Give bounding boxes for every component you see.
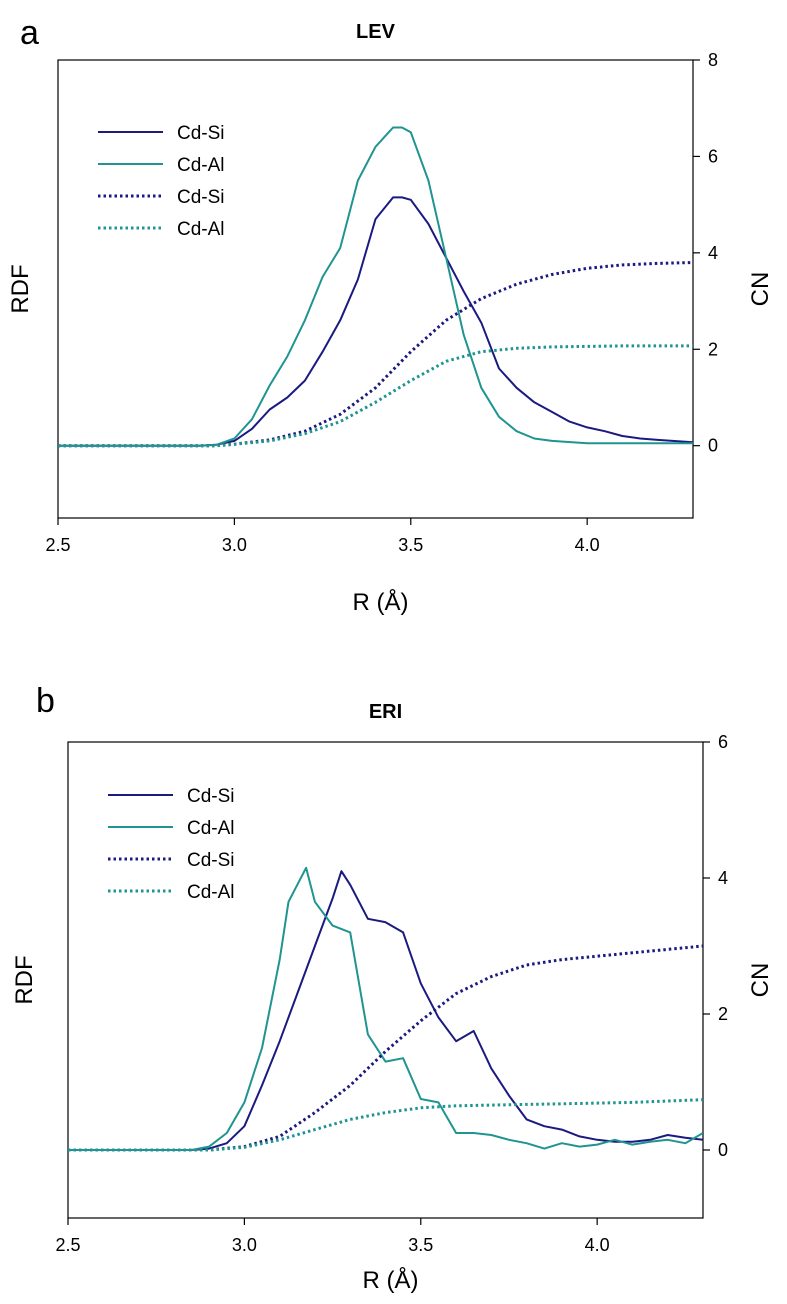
x-axis-label: R (Å): [353, 588, 409, 616]
plot-frame: [67, 741, 704, 1219]
y-right-tick-label: 4: [708, 243, 718, 263]
series-group: [58, 126, 693, 448]
chart-title: LEV: [356, 21, 396, 43]
panel-label: a: [20, 14, 39, 52]
series-line-cd-si-dotted: [68, 944, 703, 1152]
y-right-tick-label: 2: [718, 1004, 728, 1024]
y-right-tick-label: 0: [718, 1140, 728, 1160]
series-line-cd-si-solid: [68, 870, 703, 1151]
legend-label: Cd-Si: [187, 850, 235, 871]
x-tick-label: 3.0: [232, 1235, 257, 1255]
chart-panel-a: a LEV 2.5 3.0 3.5 4.0 0 2 4 6 8 R (Å) RDF CN Cd-Si Cd-A…: [7, 14, 774, 616]
chart-panel-b: b ERI 2.5 3.0 3.5 4.0 0 2 4 6 R (Å) RDF CN Cd-Si Cd-Al…: [11, 682, 774, 1294]
x-tick-label: 4.0: [575, 535, 600, 555]
series-line-cd-al-solid: [68, 866, 703, 1151]
x-tick-label: 3.0: [222, 535, 247, 555]
legend-label: Cd-Si: [177, 187, 225, 208]
x-tick-label: 3.5: [398, 535, 423, 555]
panel-label: b: [36, 682, 55, 720]
legend-label: Cd-Al: [187, 818, 235, 839]
y-right-tick-label: 8: [708, 50, 718, 70]
y-right-tick-label: 4: [718, 868, 728, 888]
x-axis-label: R (Å): [363, 1266, 419, 1294]
legend: Cd-Si Cd-Al Cd-Si Cd-Al: [98, 123, 225, 240]
series-group: [68, 866, 703, 1152]
y-right-tick-label: 2: [708, 339, 718, 359]
x-tick-label: 2.5: [55, 1235, 80, 1255]
plot-frame: [57, 59, 694, 519]
y-left-axis-label: RDF: [7, 264, 34, 313]
x-tick-label: 3.5: [408, 1235, 433, 1255]
legend: Cd-Si Cd-Al Cd-Si Cd-Al: [108, 786, 235, 903]
series-line-cd-al-solid: [58, 126, 693, 447]
legend-label: Cd-Al: [187, 882, 235, 903]
series-line-cd-al-dotted: [58, 344, 693, 448]
x-tick-label: 4.0: [585, 1235, 610, 1255]
legend-label: Cd-Si: [187, 786, 235, 807]
chart-title: ERI: [369, 701, 402, 723]
legend-label: Cd-Al: [177, 155, 225, 176]
y-right-tick-label: 0: [708, 436, 718, 456]
y-left-axis-label: RDF: [11, 955, 38, 1004]
legend-label: Cd-Si: [177, 123, 225, 144]
y-right-tick-label: 6: [718, 732, 728, 752]
series-line-cd-al-dotted: [68, 1098, 703, 1152]
y-right-axis-label: CN: [747, 963, 774, 998]
legend-label: Cd-Al: [177, 219, 225, 240]
series-line-cd-si-dotted: [58, 261, 693, 448]
x-tick-label: 2.5: [45, 535, 70, 555]
y-right-axis-label: CN: [747, 272, 774, 307]
y-right-tick-label: 6: [708, 146, 718, 166]
series-line-cd-si-solid: [58, 196, 693, 447]
